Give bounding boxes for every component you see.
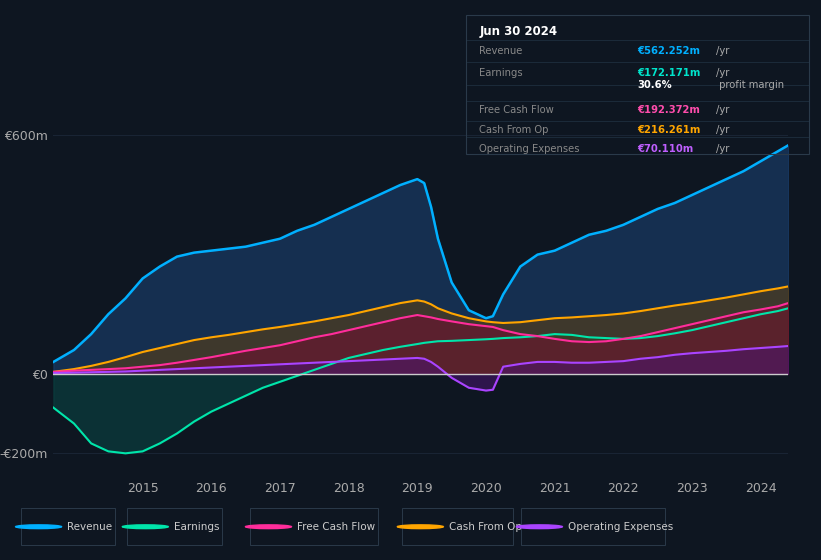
Text: Cash From Op: Cash From Op [449,522,522,532]
Bar [402,508,513,545]
Text: 30.6%: 30.6% [637,81,672,90]
Text: Cash From Op: Cash From Op [479,125,548,135]
Text: /yr: /yr [716,144,729,154]
Bar [21,508,115,545]
Text: /yr: /yr [716,46,729,55]
Text: Operating Expenses: Operating Expenses [479,144,580,154]
Text: /yr: /yr [716,68,729,78]
Text: €70.110m: €70.110m [637,144,694,154]
Text: €216.261m: €216.261m [637,125,700,135]
Text: Revenue: Revenue [479,46,523,55]
Circle shape [245,525,291,529]
Text: Free Cash Flow: Free Cash Flow [479,105,554,115]
Text: €192.372m: €192.372m [637,105,700,115]
Circle shape [16,525,62,529]
Bar [250,508,378,545]
Bar [521,508,665,545]
Circle shape [516,525,562,529]
Text: /yr: /yr [716,125,729,135]
Circle shape [122,525,168,529]
Text: Operating Expenses: Operating Expenses [568,522,673,532]
Text: profit margin: profit margin [716,81,784,90]
Text: €562.252m: €562.252m [637,46,700,55]
Bar [127,508,222,545]
Text: Earnings: Earnings [479,68,523,78]
Text: Earnings: Earnings [174,522,219,532]
Text: €172.171m: €172.171m [637,68,700,78]
Text: Jun 30 2024: Jun 30 2024 [479,25,557,38]
Text: /yr: /yr [716,105,729,115]
Circle shape [397,525,443,529]
Text: Revenue: Revenue [67,522,112,532]
Text: Free Cash Flow: Free Cash Flow [297,522,375,532]
